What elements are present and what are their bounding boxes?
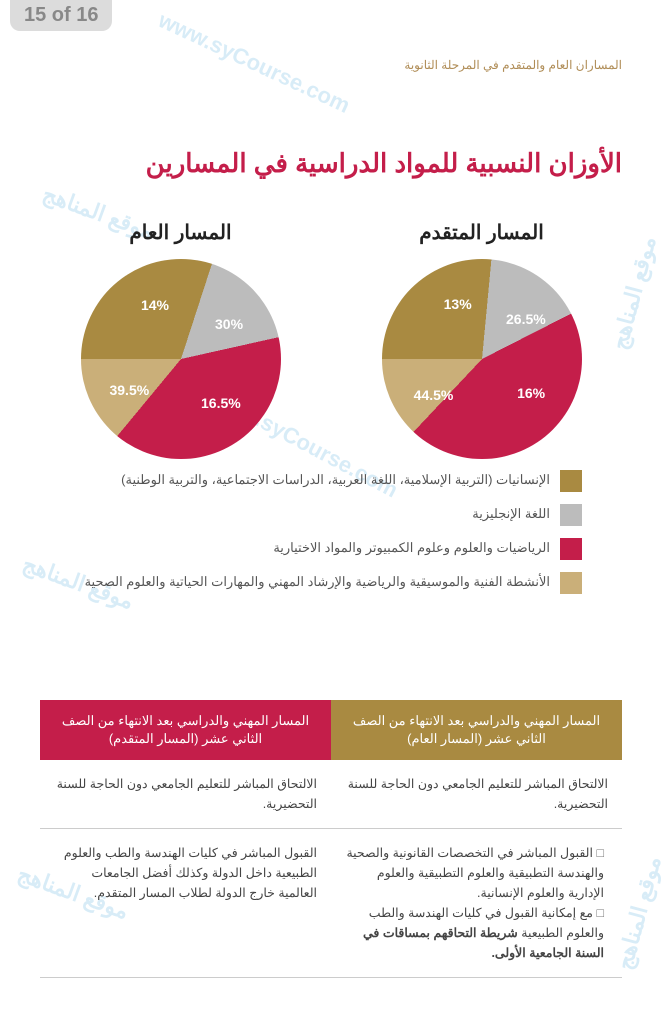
chart-advanced-pie: 26.5% 16% 44.5% 13% <box>382 259 582 459</box>
chart-general-pie: 30% 16.5% 39.5% 14% <box>81 259 281 459</box>
legend-text: اللغة الإنجليزية <box>472 504 550 524</box>
legend: الإنسانيات (التربية الإسلامية، اللغة الع… <box>60 470 582 606</box>
pie-slice-label: 26.5% <box>506 311 546 327</box>
legend-text: الرياضيات والعلوم وعلوم الكمبيوتر والموا… <box>273 538 550 558</box>
pie-slice-label: 16.5% <box>201 395 241 411</box>
table-cell: القبول المباشر في التخصصات القانونية وال… <box>331 829 622 978</box>
pie-slice-label: 13% <box>444 296 472 312</box>
legend-swatch <box>560 572 582 594</box>
pie-slice-label: 14% <box>141 297 169 313</box>
bullet-item: القبول المباشر في التخصصات القانونية وال… <box>345 843 604 903</box>
table-header-general: المسار المهني والدراسي بعد الانتهاء من ا… <box>331 700 622 760</box>
chart-general: المسار العام 30% 16.5% 39.5% 14% <box>81 220 281 459</box>
table-cell: القبول المباشر في كليات الهندسة والطب وا… <box>40 829 331 978</box>
legend-text: الأنشطة الفنية والموسيقية والرياضية والإ… <box>85 572 550 592</box>
table-cell: الالتحاق المباشر للتعليم الجامعي دون الح… <box>331 760 622 829</box>
table-cell: الالتحاق المباشر للتعليم الجامعي دون الح… <box>40 760 331 829</box>
page-counter: 15 of 16 <box>10 0 112 31</box>
legend-text: الإنسانيات (التربية الإسلامية، اللغة الع… <box>121 470 550 490</box>
legend-swatch <box>560 538 582 560</box>
pie-slice-label: 44.5% <box>414 387 454 403</box>
legend-row: الرياضيات والعلوم وعلوم الكمبيوتر والموا… <box>60 538 582 560</box>
pie-slice-label: 16% <box>517 385 545 401</box>
legend-swatch <box>560 470 582 492</box>
comparison-table: المسار المهني والدراسي بعد الانتهاء من ا… <box>40 700 622 978</box>
legend-row: الإنسانيات (التربية الإسلامية، اللغة الع… <box>60 470 582 492</box>
legend-row: الأنشطة الفنية والموسيقية والرياضية والإ… <box>60 572 582 594</box>
page-title: الأوزان النسبية للمواد الدراسية في المسا… <box>40 148 622 179</box>
pie-slice-label: 39.5% <box>109 382 149 398</box>
chart-advanced-title: المسار المتقدم <box>382 220 582 245</box>
chart-general-title: المسار العام <box>81 220 281 245</box>
chart-advanced: المسار المتقدم 26.5% 16% 44.5% 13% <box>382 220 582 459</box>
charts-row: المسار العام 30% 16.5% 39.5% 14% المسار الم… <box>0 220 662 459</box>
pie-slice-label: 30% <box>215 316 243 332</box>
table-header-advanced: المسار المهني والدراسي بعد الانتهاء من ا… <box>40 700 331 760</box>
bullet-item: مع إمكانية القبول في كليات الهندسة والطب… <box>345 903 604 963</box>
header-note: المساران العام والمتقدم في المرحلة الثان… <box>404 58 622 72</box>
legend-swatch <box>560 504 582 526</box>
watermark-text: www.syCourse.com <box>154 7 354 119</box>
legend-row: اللغة الإنجليزية <box>60 504 582 526</box>
